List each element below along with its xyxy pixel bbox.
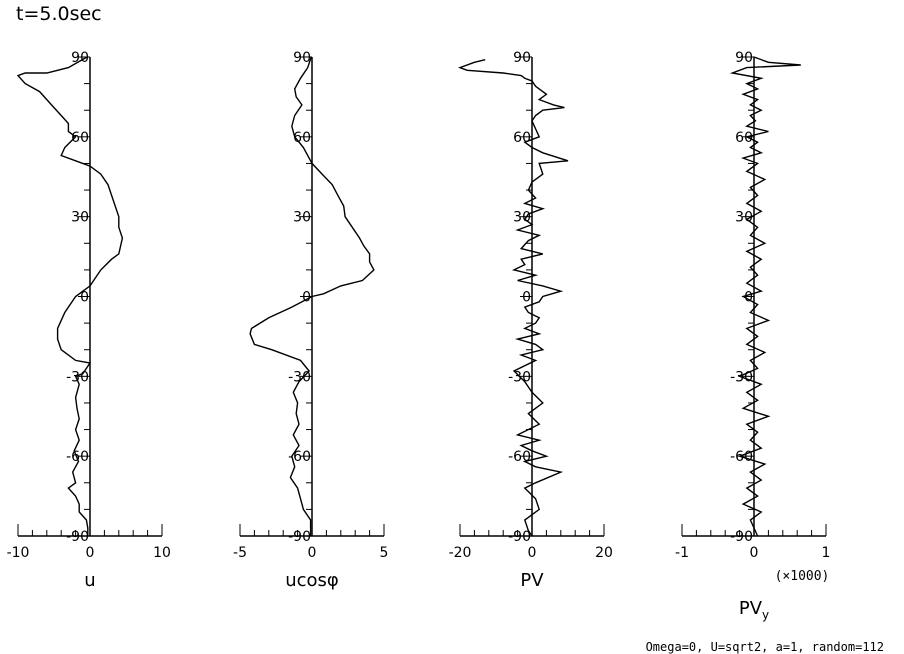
y-tick-label: 30 xyxy=(735,210,753,226)
y-tick-label: 60 xyxy=(735,130,753,146)
series-line-u xyxy=(16,56,124,536)
y-tick-label: 60 xyxy=(293,130,311,146)
y-tick-label: -90 xyxy=(66,529,89,545)
x-axis-label: u xyxy=(84,570,95,591)
y-tick-label: 0 xyxy=(302,290,311,306)
y-tick-label: -30 xyxy=(66,369,89,385)
x-tick-label: -20 xyxy=(449,545,472,561)
x-axis-label: ucosφ xyxy=(285,570,339,591)
params-footer: Omega=0, U=sqrt2, a=1, random=112 xyxy=(646,640,884,654)
x-axis-label-subscript: y xyxy=(762,608,769,622)
x-tick-label: 20 xyxy=(595,545,613,561)
x-axis-label: PV xyxy=(520,570,544,591)
time-label: t=5.0sec xyxy=(16,3,102,25)
y-tick-label: 90 xyxy=(735,50,753,66)
y-tick-label: 0 xyxy=(80,290,89,306)
y-tick-label: 90 xyxy=(293,50,311,66)
x-axis-label: PVy xyxy=(739,598,769,622)
y-tick-label: 0 xyxy=(522,290,531,306)
x-tick-label: 0 xyxy=(86,545,95,561)
y-tick-label: 30 xyxy=(293,210,311,226)
y-tick-label: 30 xyxy=(513,210,531,226)
y-tick-label: -90 xyxy=(730,529,753,545)
series-line-pvy xyxy=(729,56,801,537)
y-tick-label: 0 xyxy=(744,290,753,306)
y-tick-label: -90 xyxy=(288,529,311,545)
series-line-ucos xyxy=(249,56,375,536)
x-tick-label: -5 xyxy=(233,545,247,561)
x-tick-label: -1 xyxy=(675,545,689,561)
x-tick-label: 0 xyxy=(750,545,759,561)
y-tick-label: -30 xyxy=(288,369,311,385)
x-tick-label: 1 xyxy=(822,545,831,561)
x-tick-label: 0 xyxy=(528,545,537,561)
y-tick-label: 30 xyxy=(71,210,89,226)
x-tick-label: 0 xyxy=(308,545,317,561)
x-tick-label: 10 xyxy=(153,545,171,561)
y-tick-label: 60 xyxy=(71,130,89,146)
y-tick-label: 60 xyxy=(513,130,531,146)
panel-u: -10 0 10 90 60 30 0 -30 -60 -90 u xyxy=(7,50,171,591)
y-tick-label: -60 xyxy=(66,449,89,465)
y-tick-label: 90 xyxy=(71,50,89,66)
x-axis-multiplier: (×1000) xyxy=(775,569,830,584)
y-tick-label: -90 xyxy=(508,529,531,545)
y-tick-label: 90 xyxy=(513,50,531,66)
series-line-pv xyxy=(457,59,569,537)
x-tick-label: -10 xyxy=(7,545,30,561)
x-tick-label: 5 xyxy=(380,545,389,561)
